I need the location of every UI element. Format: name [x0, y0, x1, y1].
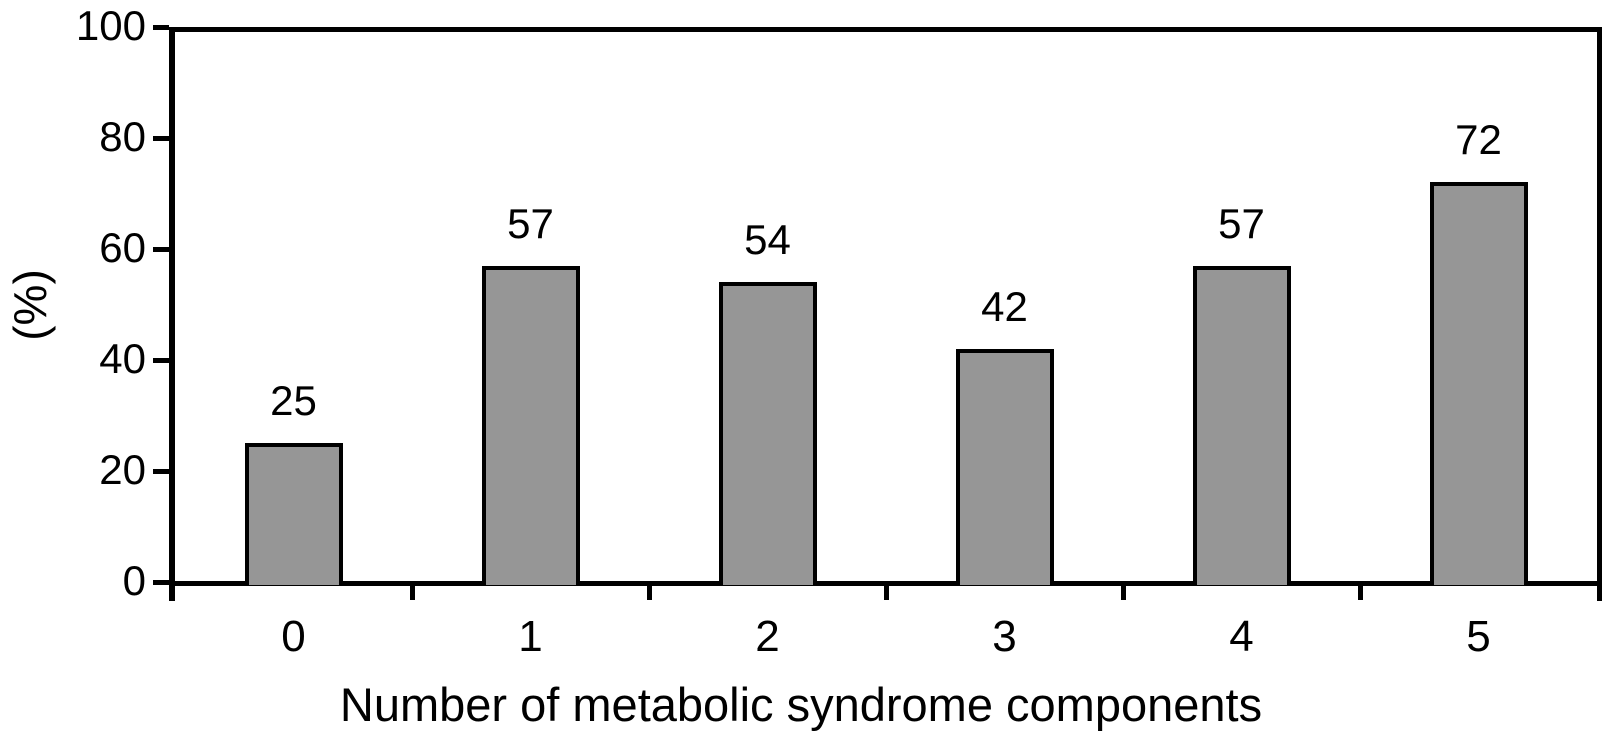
bar-value-label: 42: [981, 283, 1028, 330]
x-tick-mark: [410, 586, 415, 600]
y-tick-label: 0: [122, 557, 146, 604]
bar: [245, 443, 343, 585]
bar: [1193, 266, 1291, 585]
x-axis-line: [169, 581, 1602, 586]
y-tick-mark: [153, 580, 169, 585]
y-axis-line: [169, 27, 175, 601]
x-tick-label: 3: [992, 612, 1017, 661]
y-tick-mark: [153, 358, 169, 363]
x-tick-mark: [1358, 586, 1363, 600]
y-tick-label: 40: [99, 335, 146, 382]
y-tick-mark: [153, 469, 169, 474]
bar-value-label: 54: [744, 216, 791, 263]
y-tick-label: 20: [99, 446, 146, 493]
x-tick-label: 2: [755, 612, 780, 661]
y-tick-label: 60: [99, 224, 146, 271]
y-tick-mark: [153, 136, 169, 141]
bar: [719, 282, 817, 585]
x-tick-label: 0: [281, 612, 306, 661]
x-axis-title: Number of metabolic syndrome components: [339, 678, 1263, 731]
bar: [956, 349, 1054, 585]
plot-border-right: [1597, 27, 1602, 601]
x-tick-label: 1: [518, 612, 543, 661]
plot-border-top: [175, 27, 1602, 32]
x-tick-label: 5: [1466, 612, 1491, 661]
bar: [1430, 182, 1528, 585]
bar-value-label: 25: [270, 377, 317, 424]
y-tick-label: 80: [99, 113, 146, 160]
bar-value-label: 57: [1218, 200, 1265, 247]
bar: [482, 266, 580, 585]
bar-value-label: 72: [1455, 116, 1502, 163]
y-tick-label: 100: [75, 2, 146, 49]
y-tick-mark: [153, 247, 169, 252]
x-tick-mark: [1121, 586, 1126, 600]
bar-value-label: 57: [507, 200, 554, 247]
x-tick-mark: [884, 586, 889, 600]
x-tick-mark: [647, 586, 652, 600]
x-tick-label: 4: [1229, 612, 1254, 661]
y-tick-mark: [153, 25, 169, 30]
